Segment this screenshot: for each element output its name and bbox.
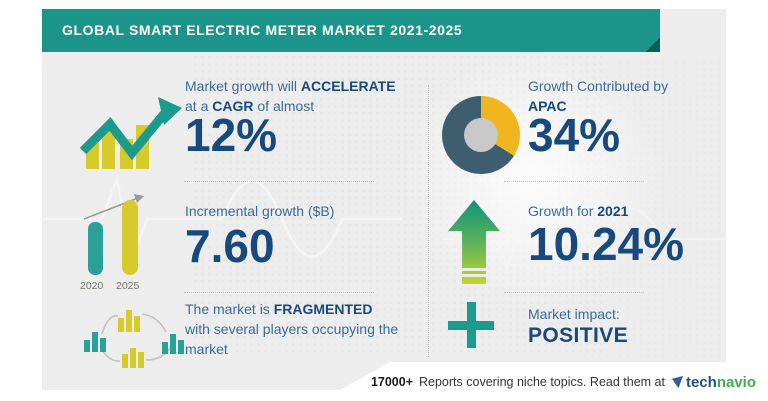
year-label-2025: 2025 (116, 280, 140, 292)
plus-icon (448, 302, 494, 348)
year-label-2020: 2020 (80, 280, 104, 292)
apac-label: Growth Contributed by APAC (528, 76, 668, 116)
growth-trend-icon (80, 97, 182, 169)
fragmentation-line3: market (185, 341, 228, 357)
impact-value: POSITIVE (528, 324, 629, 347)
fragmentation-label: The market is FRAGMENTED with several pl… (185, 299, 398, 359)
infographic-canvas: GLOBAL SMART ELECTRIC METER MARKET 2021-… (42, 9, 726, 390)
row-divider (184, 292, 374, 293)
up-arrow-stripe (462, 268, 486, 271)
incremental-bars-icon (83, 194, 144, 275)
fragmented-market-icon (84, 310, 184, 368)
row-divider (504, 181, 644, 182)
footer-panel (320, 362, 768, 401)
up-arrow-icon (448, 200, 500, 284)
cagr-label: Market growth will ACCELERATE at a CAGR … (185, 76, 396, 116)
apac-label-line1: Growth Contributed by (528, 78, 669, 94)
growth-2021-label: Growth for 2021 (528, 203, 629, 219)
apac-donut-chart (442, 96, 520, 174)
column-divider (428, 85, 429, 357)
cagr-label-line1: Market growth will ACCELERATE (185, 78, 396, 94)
impact-label: Market impact: (528, 306, 620, 322)
row-divider (504, 292, 644, 293)
market-title-banner (42, 9, 660, 52)
row-divider (184, 181, 374, 182)
footer-reports-count: 17000+ (370, 375, 413, 389)
incremental-value: 7.60 (185, 220, 275, 272)
footer-message: Reports covering niche topics. Read them… (419, 375, 665, 389)
apac-value: 34% (528, 109, 621, 161)
up-arrow-stripe (462, 274, 486, 277)
growth-2021-value: 10.24% (528, 218, 685, 270)
up-arrow-body (448, 200, 500, 284)
technavio-triangle-icon (671, 375, 684, 388)
fragmentation-line2: with several players occupying the (185, 321, 399, 337)
technavio-logo[interactable]: technavio (671, 374, 756, 391)
background-glow (402, 49, 662, 309)
page-title: GLOBAL SMART ELECTRIC METER MARKET 2021-… (62, 22, 463, 38)
fragmentation-line1: The market is FRAGMENTED (185, 301, 373, 317)
technavio-wordmark: technavio (685, 373, 756, 391)
cagr-value: 12% (185, 109, 278, 161)
cagr-label-line2: at a CAGR of almost (185, 98, 315, 114)
incremental-label: Incremental growth ($B) (185, 203, 335, 219)
footer: 17000+ Reports covering niche topics. Re… (371, 372, 756, 392)
background-pulse-pattern (42, 174, 726, 273)
apac-label-line2: APAC (528, 98, 567, 114)
